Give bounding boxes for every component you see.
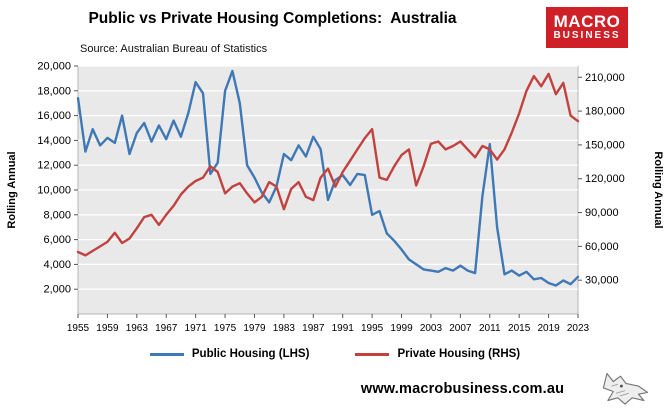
- chart-title: Public vs Private Housing Completions: A…: [88, 10, 457, 27]
- svg-text:2015: 2015: [508, 323, 531, 334]
- source-note: Source: Australian Bureau of Statistics: [80, 43, 268, 55]
- svg-text:2011: 2011: [479, 323, 501, 334]
- logo-line2: BUSINESS: [553, 30, 621, 42]
- svg-text:1999: 1999: [390, 323, 413, 334]
- public-housing-line-swatch: [149, 352, 184, 356]
- svg-text:14,000: 14,000: [37, 135, 71, 147]
- svg-text:120,000: 120,000: [585, 173, 625, 185]
- svg-text:1995: 1995: [361, 323, 384, 334]
- svg-text:1955: 1955: [67, 323, 90, 334]
- svg-text:30,000: 30,000: [585, 275, 619, 287]
- svg-text:1971: 1971: [185, 323, 208, 334]
- svg-text:18,000: 18,000: [37, 85, 71, 97]
- svg-text:6,000: 6,000: [43, 234, 71, 246]
- svg-text:2019: 2019: [537, 323, 560, 334]
- svg-text:1975: 1975: [214, 323, 237, 334]
- housing-completions-chart: 2,000 4,000 6,000 8,000 10,000 12,000 14,000 16…: [6, 61, 664, 335]
- svg-text:1963: 1963: [126, 323, 149, 334]
- svg-text:1983: 1983: [273, 323, 296, 334]
- svg-text:16,000: 16,000: [37, 110, 71, 122]
- chart-area: 2,000 4,000 6,000 8,000 10,000 12,000 14,000 16…: [0, 56, 670, 348]
- svg-text:10,000: 10,000: [37, 185, 71, 197]
- svg-text:1967: 1967: [155, 323, 178, 334]
- svg-text:Rolling Annual: Rolling Annual: [652, 151, 664, 228]
- macrobusiness-logo: MACRO BUSINESS: [546, 7, 628, 48]
- svg-text:90,000: 90,000: [585, 207, 619, 219]
- svg-text:8,000: 8,000: [43, 209, 71, 221]
- svg-text:180,000: 180,000: [585, 106, 625, 118]
- svg-text:20,000: 20,000: [37, 61, 71, 73]
- svg-text:2,000: 2,000: [43, 284, 71, 296]
- svg-text:2023: 2023: [567, 323, 590, 334]
- svg-text:2007: 2007: [449, 323, 472, 334]
- private-housing-line-swatch: [355, 352, 390, 356]
- svg-text:210,000: 210,000: [585, 72, 625, 84]
- wolf-icon: [602, 372, 649, 405]
- svg-text:Rolling Annual: Rolling Annual: [6, 151, 18, 228]
- legend-item-private: Private Housing (RHS): [355, 348, 520, 360]
- svg-text:1987: 1987: [302, 323, 325, 334]
- svg-text:150,000: 150,000: [585, 139, 625, 151]
- website-link[interactable]: www.macrobusiness.com.au: [360, 381, 565, 397]
- svg-text:1979: 1979: [243, 323, 266, 334]
- legend-label-public: Public Housing (LHS): [191, 348, 310, 360]
- svg-text:1991: 1991: [332, 323, 355, 334]
- svg-text:4,000: 4,000: [43, 259, 71, 271]
- svg-text:1959: 1959: [96, 323, 119, 334]
- legend: Public Housing (LHS) Private Housing (RH…: [0, 348, 670, 360]
- legend-label-private: Private Housing (RHS): [397, 348, 521, 360]
- logo-line1: MACRO: [553, 12, 621, 32]
- svg-text:2003: 2003: [420, 323, 443, 334]
- svg-text:60,000: 60,000: [585, 241, 619, 253]
- legend-item-public: Public Housing (LHS): [149, 348, 310, 360]
- svg-text:12,000: 12,000: [37, 160, 71, 172]
